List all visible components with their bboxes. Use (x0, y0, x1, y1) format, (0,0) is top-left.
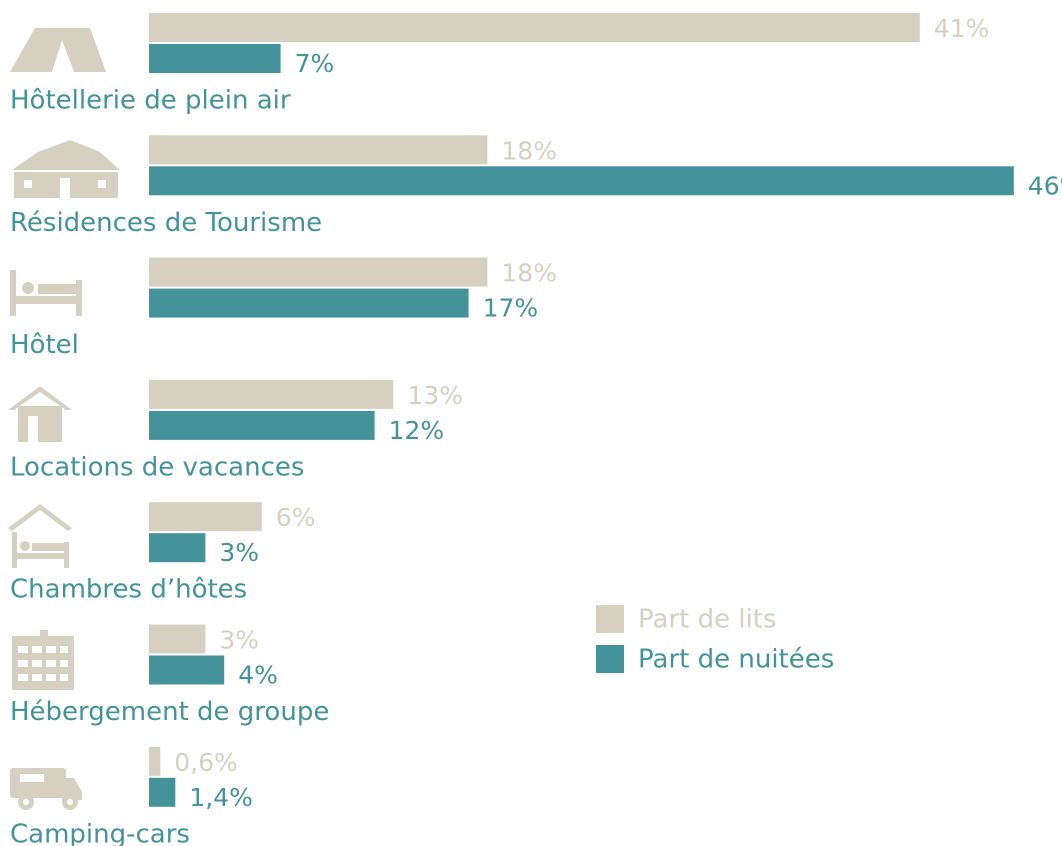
bar (149, 624, 206, 654)
bar (149, 777, 176, 807)
value-label: 6% (276, 503, 316, 532)
value-label: 1,4% (189, 783, 253, 812)
category-label: Hébergement de groupe (10, 697, 329, 727)
value-label: 18% (501, 259, 557, 288)
value-label: 41% (934, 14, 990, 43)
bar (149, 410, 375, 440)
bar (149, 746, 161, 776)
bar (149, 13, 920, 42)
category-label: Résidences de Tourisme (10, 208, 322, 238)
bed-icon (10, 270, 82, 316)
category-label: Hôtellerie de plein air (10, 86, 291, 116)
bar (149, 502, 262, 532)
building-icon (12, 630, 74, 690)
bar (149, 44, 281, 73)
guesthouse-icon (8, 504, 72, 568)
value-label: 46% (1028, 171, 1062, 200)
house-icon (12, 140, 120, 198)
category-label: Hôtel (10, 330, 79, 360)
camper-icon (10, 768, 82, 810)
value-label: 0,6% (174, 748, 238, 777)
bar (149, 533, 206, 563)
icons (8, 28, 120, 810)
value-label: 7% (295, 49, 335, 78)
value-label: 13% (407, 381, 463, 410)
bar (149, 379, 394, 409)
category-label: Camping-cars (10, 819, 190, 846)
bar (149, 166, 1014, 196)
tent-icon (10, 28, 106, 72)
cottage-icon (8, 386, 72, 442)
value-label: 4% (238, 661, 278, 690)
bar (149, 257, 488, 287)
category-label: Chambres d’hôtes (10, 575, 247, 605)
value-label: 12% (389, 416, 445, 445)
bar (149, 135, 488, 165)
bar (149, 288, 469, 318)
value-label: 17% (483, 294, 539, 323)
value-label: 18% (501, 136, 557, 165)
value-label: 3% (219, 538, 259, 567)
bar (149, 655, 225, 685)
legend-swatch (596, 645, 624, 673)
legend-label: Part de nuitées (638, 645, 834, 675)
category-label: Locations de vacances (10, 452, 304, 482)
legend-swatch (596, 605, 624, 633)
legend-label: Part de lits (638, 605, 777, 635)
value-label: 3% (219, 626, 259, 655)
